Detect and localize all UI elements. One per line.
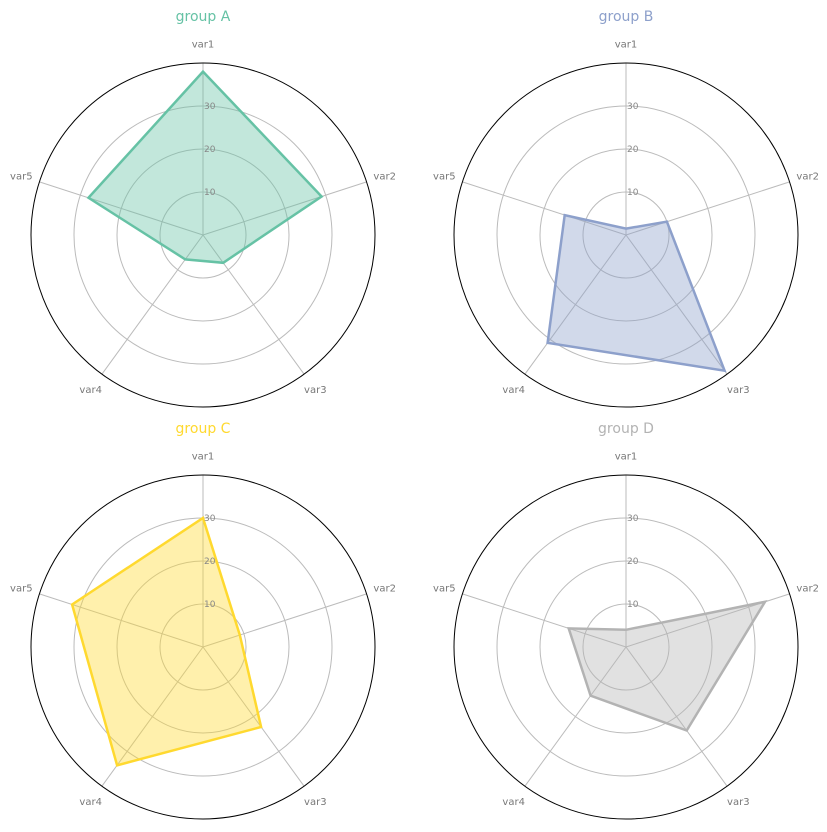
radar-chart-2: group B 10 20 30 var1 var2 var3 var4 var5 bbox=[433, 9, 819, 408]
axis-spoke bbox=[101, 646, 204, 787]
axis-label-var1: var1 bbox=[615, 452, 638, 463]
axis-label-var5: var5 bbox=[10, 584, 33, 595]
r-tick-label: 10 bbox=[204, 600, 216, 610]
series-area bbox=[72, 518, 262, 766]
r-tick-label: 30 bbox=[627, 514, 639, 524]
axis-label-var2: var2 bbox=[373, 172, 396, 183]
outer-frame bbox=[30, 474, 376, 820]
axis-label-var2: var2 bbox=[796, 172, 819, 183]
axis-spoke bbox=[202, 646, 305, 787]
axis-label-var5: var5 bbox=[433, 172, 456, 183]
axis-label-var1: var1 bbox=[192, 452, 215, 463]
r-tick-label: 20 bbox=[627, 145, 639, 155]
axis-label-var5: var5 bbox=[433, 584, 456, 595]
series-line bbox=[546, 213, 727, 373]
axis-label-var1: var1 bbox=[192, 40, 215, 51]
axis-label-var4: var4 bbox=[502, 385, 525, 396]
axis-spoke bbox=[462, 181, 627, 236]
axis-label-var3: var3 bbox=[304, 385, 327, 396]
r-tick-label: 30 bbox=[204, 102, 216, 112]
axis-spoke bbox=[202, 593, 367, 648]
axis-spoke bbox=[524, 646, 627, 787]
outer-frame bbox=[453, 62, 799, 408]
axis-label-var3: var3 bbox=[727, 385, 750, 396]
outer-frame bbox=[453, 474, 799, 820]
axis-label-var4: var4 bbox=[502, 797, 525, 808]
axis-spoke bbox=[625, 181, 790, 236]
axis-spoke bbox=[39, 181, 204, 236]
r-tick-label: 10 bbox=[204, 188, 216, 198]
axis-label-var2: var2 bbox=[373, 584, 396, 595]
axis-label-var4: var4 bbox=[79, 797, 102, 808]
axis-label-var5: var5 bbox=[10, 172, 33, 183]
r-tick-label: 20 bbox=[627, 557, 639, 567]
axis-label-var4: var4 bbox=[79, 385, 102, 396]
chart-title: group B bbox=[599, 9, 654, 25]
axis-spoke bbox=[39, 593, 204, 648]
r-tick-label: 20 bbox=[204, 557, 216, 567]
radar-chart-3: group C 10 20 30 var1 var2 var3 var4 var5 bbox=[10, 421, 396, 820]
axis-spoke bbox=[462, 593, 627, 648]
r-tick-label: 10 bbox=[627, 188, 639, 198]
axis-spoke bbox=[101, 234, 204, 375]
r-tick-label: 20 bbox=[204, 145, 216, 155]
axis-label-var3: var3 bbox=[304, 797, 327, 808]
series-area bbox=[568, 601, 765, 731]
radar-chart-1: group A 10 20 30 var1 var2 var3 var4 var5 bbox=[10, 9, 396, 408]
series-line bbox=[70, 516, 263, 767]
axis-spoke bbox=[625, 234, 728, 375]
axis-spoke bbox=[625, 646, 728, 787]
r-tick-label: 30 bbox=[627, 102, 639, 112]
axis-spoke bbox=[202, 181, 367, 236]
axis-label-var2: var2 bbox=[796, 584, 819, 595]
axis-spoke bbox=[524, 234, 627, 375]
r-tick-label: 30 bbox=[204, 514, 216, 524]
axis-label-var3: var3 bbox=[727, 797, 750, 808]
series-area bbox=[88, 71, 322, 263]
axis-label-var1: var1 bbox=[615, 40, 638, 51]
series-line bbox=[566, 600, 768, 733]
outer-frame bbox=[30, 62, 376, 408]
r-tick-label: 10 bbox=[627, 600, 639, 610]
chart-title: group C bbox=[176, 421, 231, 437]
radar-chart-4: group D 10 20 30 var1 var2 var3 var4 var5 bbox=[433, 421, 819, 820]
chart-title: group A bbox=[176, 9, 231, 25]
series-area bbox=[547, 215, 725, 371]
chart-title: group D bbox=[598, 421, 654, 437]
axis-spoke bbox=[202, 234, 305, 375]
series-line bbox=[86, 69, 324, 265]
